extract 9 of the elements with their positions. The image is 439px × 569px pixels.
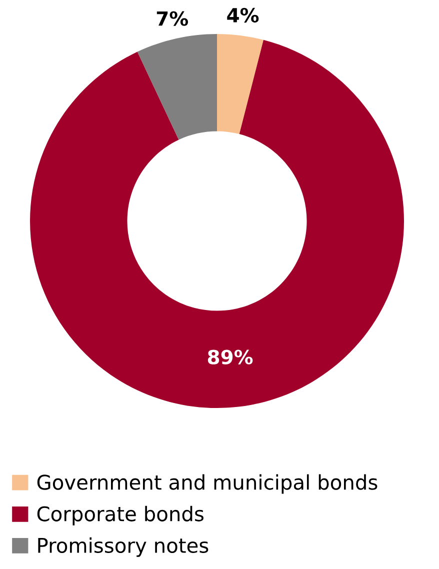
legend-label: Corporate bonds: [37, 506, 204, 526]
legend-label: Promissory notes: [38, 537, 208, 557]
donut-slice: [30, 40, 404, 408]
donut-slice: [217, 34, 264, 134]
donut-slice: [137, 34, 217, 140]
data-label: 7%: [156, 11, 188, 26]
legend-label: Government and municipal bonds: [37, 474, 378, 494]
data-label: 4%: [227, 8, 259, 23]
data-label: 89%: [208, 350, 253, 364]
